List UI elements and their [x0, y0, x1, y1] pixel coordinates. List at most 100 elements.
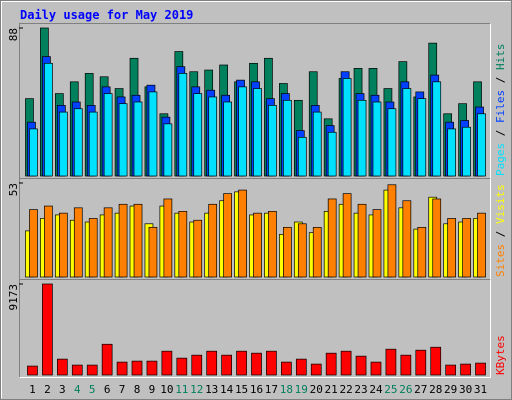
bar	[133, 203, 143, 278]
bar	[432, 198, 442, 278]
x-tick-label: 25	[384, 383, 397, 396]
x-tick-label: 16	[250, 383, 263, 396]
bar	[56, 358, 68, 376]
x-tick-label: 17	[265, 383, 278, 396]
bar	[163, 198, 173, 278]
bar	[327, 198, 337, 278]
y-tick-label: 53	[7, 183, 20, 196]
bar	[86, 364, 98, 376]
bar	[475, 362, 486, 376]
bar	[402, 88, 412, 177]
bar	[238, 86, 247, 177]
bar	[44, 205, 53, 278]
x-tick-label: 19	[295, 383, 308, 396]
bar	[417, 98, 427, 177]
bar	[447, 218, 457, 278]
panel-bevel	[19, 279, 491, 378]
x-tick-label: 22	[339, 383, 352, 396]
bar	[29, 128, 38, 177]
x-tick-label: 23	[354, 383, 367, 396]
bar	[103, 93, 113, 177]
bar	[208, 203, 218, 278]
x-tick-label: 12	[190, 383, 203, 396]
x-tick-label: 5	[89, 383, 96, 396]
legend-entry: Sites	[494, 244, 507, 277]
x-tick-label: 24	[369, 383, 383, 396]
bar	[370, 361, 382, 376]
bar	[355, 355, 367, 376]
bar	[281, 361, 292, 376]
x-tick-label: 31	[474, 383, 487, 396]
bar	[342, 78, 352, 177]
bar	[146, 360, 158, 376]
bar	[193, 93, 203, 177]
bar	[402, 200, 412, 278]
x-tick-label: 3	[59, 383, 66, 396]
bar	[88, 218, 98, 278]
legend-entry: Hits	[494, 44, 507, 71]
bar	[118, 103, 128, 177]
legend: Pages / Files / Hits	[494, 44, 507, 177]
bar	[27, 365, 38, 376]
bar	[208, 96, 218, 177]
bar	[251, 352, 262, 376]
bar	[340, 350, 352, 376]
bar	[387, 108, 397, 177]
legend: Sites / Visits	[494, 184, 507, 277]
bar	[297, 223, 307, 278]
legend-separator: /	[494, 123, 507, 143]
bar	[73, 207, 83, 278]
bar	[223, 101, 232, 177]
bar	[385, 348, 397, 376]
x-tick-label: 15	[235, 383, 248, 396]
bar	[266, 350, 277, 376]
bar	[223, 193, 232, 278]
x-tick-label: 29	[444, 383, 457, 396]
bar	[71, 364, 83, 376]
legend-separator: /	[494, 224, 507, 244]
bar	[193, 219, 203, 278]
bar	[176, 357, 188, 376]
x-tick-label: 18	[280, 383, 293, 396]
bar	[178, 73, 188, 177]
bar	[312, 226, 322, 278]
bar	[312, 111, 322, 177]
bar	[283, 226, 292, 278]
x-tick-label: 14	[220, 383, 234, 396]
bar	[191, 354, 203, 376]
bar	[357, 99, 367, 177]
bar	[88, 111, 98, 177]
bar	[73, 108, 83, 177]
bar	[253, 212, 262, 278]
x-tick-label: 27	[414, 383, 427, 396]
bar	[462, 126, 471, 177]
x-tick-label: 7	[119, 383, 126, 396]
bar	[372, 209, 382, 278]
x-tick-label: 8	[134, 383, 141, 396]
x-tick-label: 26	[399, 383, 412, 396]
x-tick-label: 9	[149, 383, 156, 396]
bar	[58, 212, 68, 278]
legend-entry: KBytes	[494, 335, 507, 375]
bar	[221, 354, 232, 376]
bar	[178, 211, 188, 278]
y-tick-label: 9173	[7, 284, 20, 311]
x-tick-label: 11	[175, 383, 188, 396]
x-tick-label: 20	[310, 383, 323, 396]
x-tick-label: 30	[459, 383, 472, 396]
bar	[268, 211, 277, 278]
x-tick-label: 13	[205, 383, 218, 396]
panel-bevel	[19, 23, 491, 179]
bar	[310, 363, 322, 376]
bar	[297, 136, 307, 177]
bar	[432, 81, 442, 177]
legend-entry: Pages	[494, 143, 507, 176]
bar	[430, 346, 442, 376]
legend-entry: Files	[494, 90, 507, 123]
bar	[342, 193, 352, 278]
chart-title: Daily usage for May 2019	[20, 8, 193, 22]
bar	[42, 283, 53, 376]
bar	[148, 226, 158, 278]
